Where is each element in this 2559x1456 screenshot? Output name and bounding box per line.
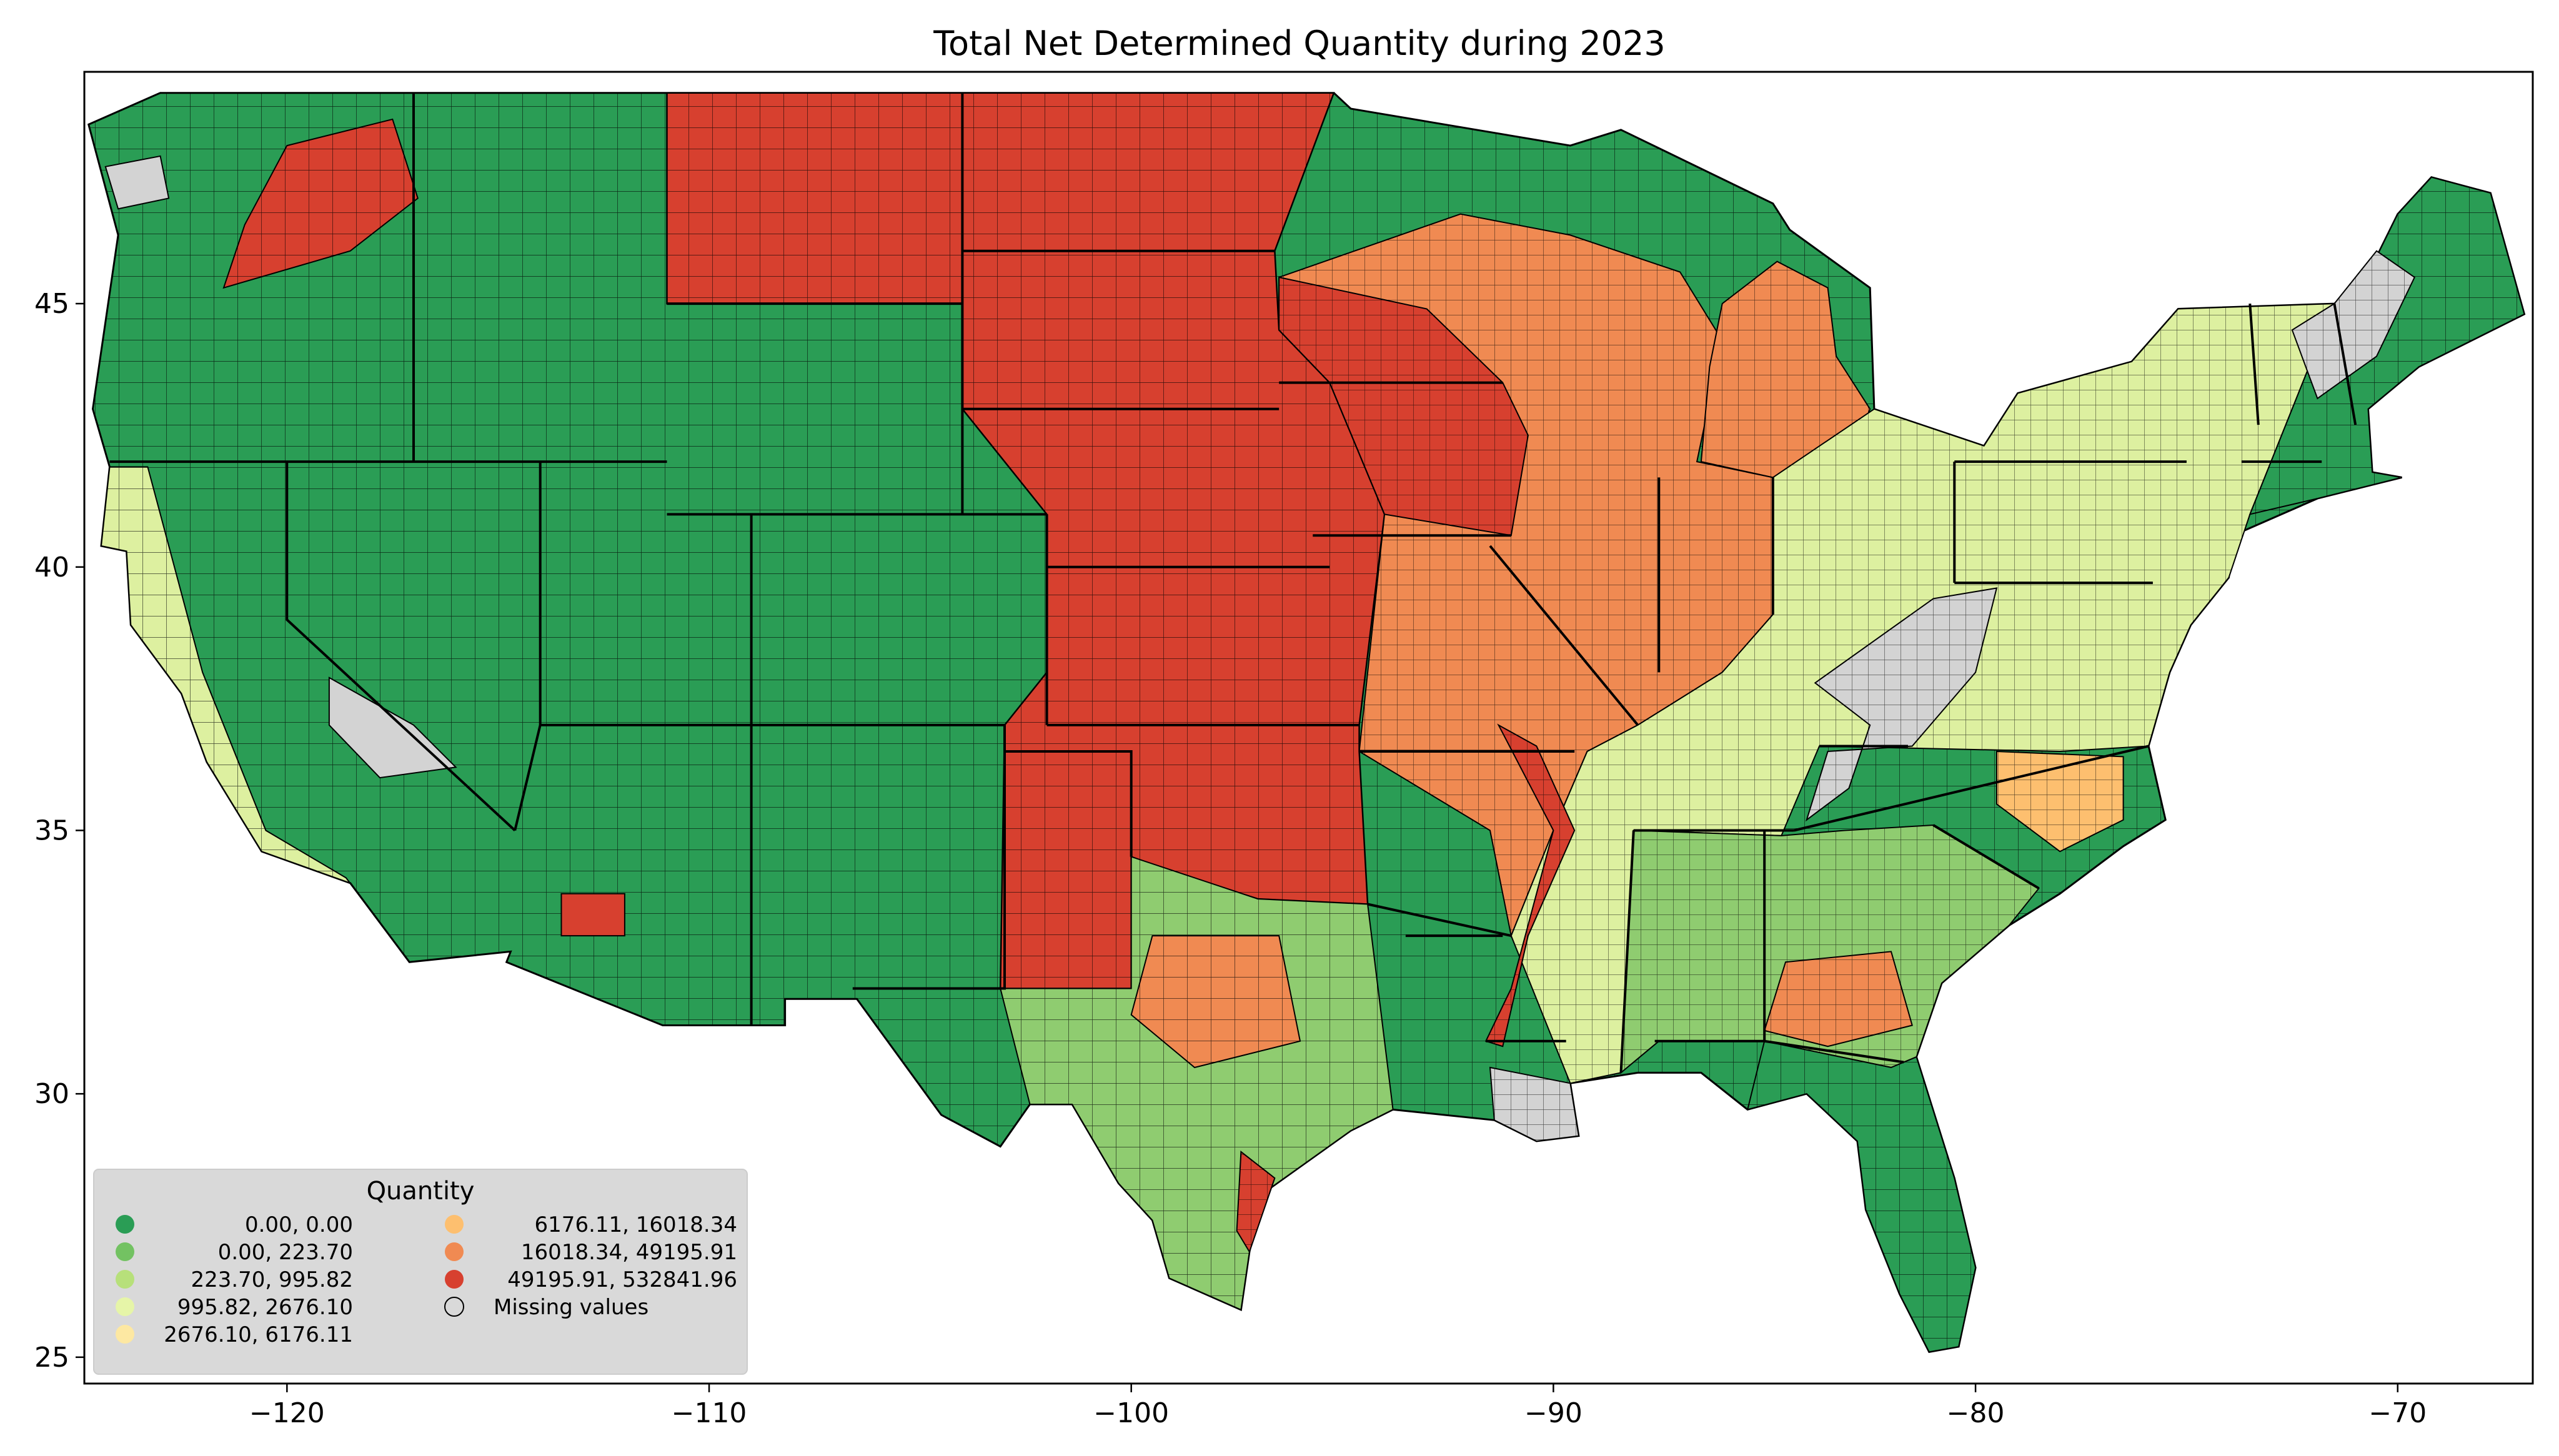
mississippi-river-strip-outline: [1484, 723, 1576, 1047]
state-border: [1619, 830, 1635, 1073]
state-border: [1489, 545, 1639, 726]
x-tick-label: −90: [1524, 1397, 1583, 1429]
legend-marker: [116, 1297, 134, 1316]
legend-label: 2676.10, 6176.11: [164, 1322, 353, 1347]
texas-central-orange-outline: [1130, 935, 1301, 1069]
carolina-orange-pocket-outline: [1995, 750, 2124, 853]
y-tick-label: 30: [34, 1078, 69, 1110]
appalachia-missing-outline: [1805, 587, 1998, 822]
legend-marker: [445, 1215, 464, 1234]
choropleth-map: [87, 92, 2526, 1354]
southeast-region-county-lines: [1621, 825, 2039, 1073]
legend-label: 6176.11, 16018.34: [535, 1212, 737, 1237]
legend-label: 0.00, 223.70: [218, 1240, 353, 1265]
state-border: [852, 725, 1006, 990]
legend-label: 995.82, 2676.10: [177, 1295, 353, 1320]
arizona-red-area: [561, 893, 625, 936]
legend-marker: [116, 1325, 134, 1344]
pacific-coast-strip-county-lines: [101, 467, 410, 963]
legend-title: Quantity: [367, 1177, 475, 1206]
state-border: [2248, 303, 2260, 425]
louisiana-missing-county-lines: [1490, 1067, 1579, 1141]
georgia-orange-pocket-county-lines: [1764, 951, 1912, 1047]
texas-gulf-red-outline: [1236, 1150, 1276, 1254]
new-england-missing-county-lines: [2292, 250, 2415, 399]
legend-marker: [445, 1242, 464, 1261]
map-title: Total Net Determined Quantity during 202…: [933, 24, 1666, 63]
state-border: [1932, 824, 2040, 889]
legend-label: 0.00, 0.00: [245, 1212, 353, 1237]
legend-marker: [445, 1270, 464, 1289]
x-tick-label: −120: [249, 1397, 325, 1429]
x-tick-label: −100: [1093, 1397, 1169, 1429]
northwest-red-block-county-lines: [224, 119, 418, 288]
michigan-region-county-lines: [1701, 261, 1871, 478]
state-border: [1005, 750, 1133, 857]
louisiana-missing-outline: [1489, 1066, 1580, 1142]
x-tick-label: −70: [2368, 1397, 2427, 1429]
florida-region-outline: [1746, 1040, 1977, 1353]
iowa-red-core-county-lines: [1279, 277, 1528, 536]
x-axis: −120 −110 −100 −90 −80 −70: [249, 1384, 2427, 1429]
y-axis: 25 30 35 40 45: [34, 288, 84, 1374]
y-tick-label: 25: [34, 1342, 69, 1374]
state-border: [2333, 303, 2357, 425]
legend-marker: [116, 1215, 134, 1234]
appalachia-missing-county-lines: [1806, 588, 1997, 820]
northwest-red-block-outline: [222, 118, 419, 289]
missing-area-nevada: [329, 677, 456, 778]
state-border: [286, 462, 516, 831]
iowa-red-core-outline: [1278, 276, 1529, 537]
legend-label: 16018.34, 49195.91: [521, 1240, 737, 1265]
new-england-region-county-lines: [2250, 177, 2525, 515]
legend-marker: [116, 1270, 134, 1289]
y-tick-label: 45: [34, 288, 69, 320]
texas-south-region-outline: [999, 856, 1394, 1311]
pacific-coast-strip-outline: [100, 466, 410, 963]
texas-south-region-county-lines: [1000, 856, 1393, 1310]
missing-area-oregon: [105, 156, 169, 209]
eastern-region-outline: [1510, 303, 2335, 1084]
y-tick-label: 40: [34, 552, 69, 583]
legend-label: 49195.91, 532841.96: [507, 1267, 737, 1292]
florida-region-county-lines: [1747, 1041, 1976, 1352]
legend-label: Missing values: [494, 1295, 648, 1320]
georgia-orange-pocket-outline: [1763, 951, 1913, 1047]
texas-gulf-red-county-lines: [1236, 1151, 1275, 1252]
legend-label: 223.70, 995.82: [191, 1267, 353, 1292]
legend-box: [93, 1169, 748, 1375]
state-border: [1367, 903, 1512, 938]
state-border: [1794, 745, 2149, 832]
x-tick-label: −110: [672, 1397, 747, 1429]
arizona-red-area-outline: [560, 893, 625, 937]
texas-central-orange-county-lines: [1131, 936, 1300, 1067]
y-tick-label: 35: [34, 815, 69, 846]
great-plains-region-county-lines: [667, 92, 1385, 989]
carolina-orange-pocket-county-lines: [1996, 751, 2124, 852]
legend-marker-missing: [444, 1297, 464, 1317]
legend-marker: [116, 1242, 134, 1261]
missing-area-oregon-outline: [104, 155, 170, 210]
state-border: [1654, 1039, 1904, 1064]
mississippi-river-strip-county-lines: [1486, 725, 1575, 1047]
plot-frame: [83, 71, 2534, 1385]
x-tick-label: −80: [1947, 1397, 2005, 1429]
missing-area-nevada-outline: [328, 676, 457, 779]
